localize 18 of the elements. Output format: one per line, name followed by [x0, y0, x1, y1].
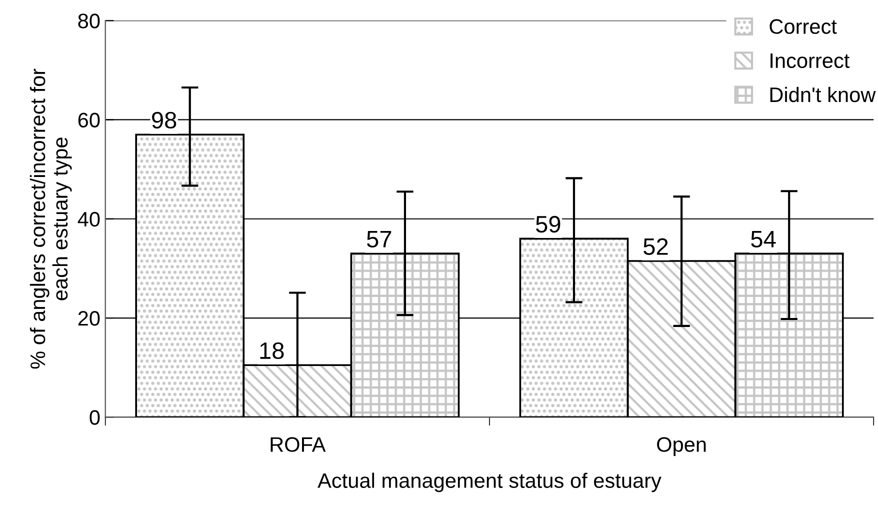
y-tick-label: 20 — [78, 311, 100, 326]
y-tick-label: 40 — [78, 212, 100, 227]
x-tick-label: Open — [657, 437, 706, 456]
annotation: 57 — [366, 231, 392, 248]
annotation: 98 — [152, 112, 176, 129]
annotation: 18 — [260, 342, 284, 360]
x-axis-title: Actual management status of estuary — [318, 472, 662, 492]
y-tick-label: 60 — [78, 112, 100, 128]
legend-label: Incorrect — [770, 54, 850, 68]
legend-label: Didn't know — [770, 86, 876, 102]
y-tick-label: 80 — [78, 14, 100, 28]
annotation: 54 — [751, 231, 776, 248]
y-tick-label: 0 — [90, 410, 100, 425]
annotation: 52 — [644, 238, 668, 255]
legend-label: Correct — [770, 19, 837, 34]
annotation: 59 — [536, 216, 560, 233]
y-axis-title: % of anglers correct/incorrect for each estuary type — [30, 68, 72, 369]
x-tick-label: ROFA — [270, 437, 326, 452]
